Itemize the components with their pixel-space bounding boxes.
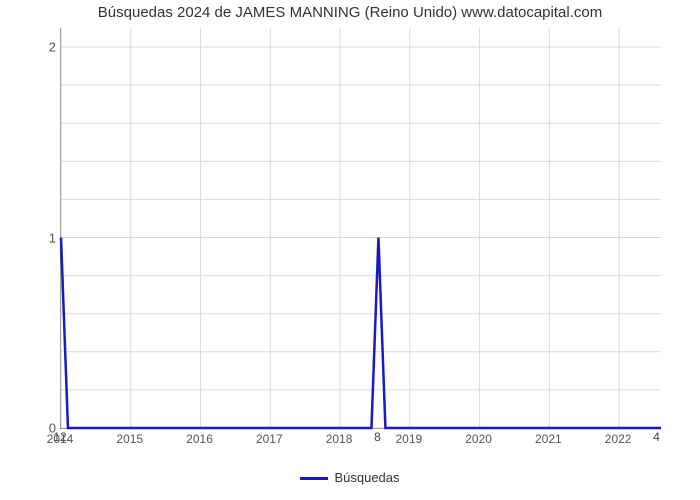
x-tick-label: 2015 [116, 432, 143, 446]
y-tick-label: 2 [16, 40, 56, 55]
data-point-label: 12 [53, 430, 66, 444]
x-tick-label: 2021 [535, 432, 562, 446]
legend-swatch [300, 477, 328, 480]
data-point-label: 8 [374, 430, 381, 444]
x-tick-label: 2019 [395, 432, 422, 446]
legend: Búsquedas [0, 470, 700, 485]
x-tick-label: 2018 [326, 432, 353, 446]
x-tick-label: 2016 [186, 432, 213, 446]
x-tick-label: 2020 [465, 432, 492, 446]
y-tick-label: 1 [16, 230, 56, 245]
chart-container: Búsquedas 2024 de JAMES MANNING (Reino U… [0, 0, 700, 500]
legend-label: Búsquedas [334, 470, 399, 485]
plot-svg [61, 28, 661, 428]
chart-title: Búsquedas 2024 de JAMES MANNING (Reino U… [0, 4, 700, 21]
plot-area [60, 28, 661, 429]
data-point-label: 4 [653, 430, 660, 444]
x-tick-label: 2022 [605, 432, 632, 446]
x-tick-label: 2017 [256, 432, 283, 446]
